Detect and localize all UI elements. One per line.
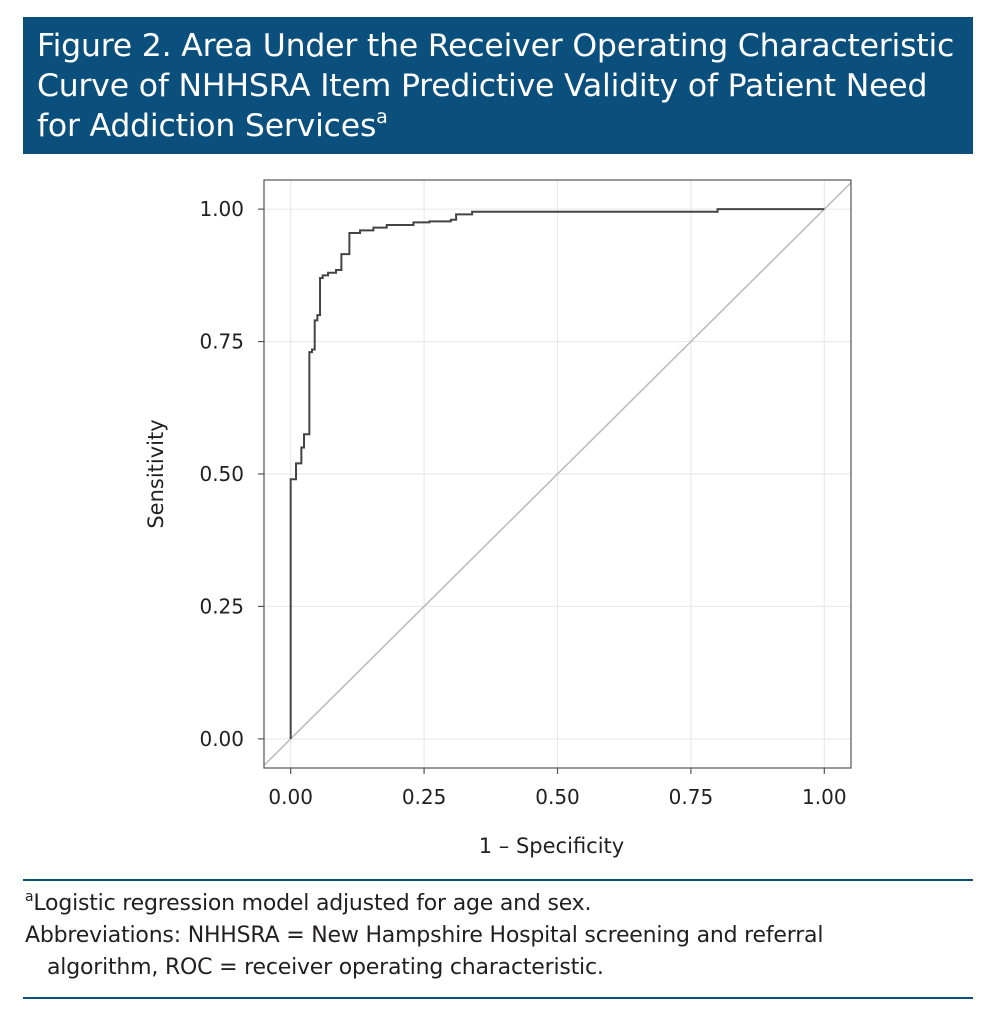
figure-title-text: Figure 2. Area Under the Receiver Operat…: [37, 28, 955, 144]
roc-chart: 0.00 0.25 0.50 0.75 1.00 0.00 0.25 0.50 0.75 1.00…: [144, 179, 852, 858]
footnote-top-rule: [23, 879, 973, 881]
y-tick-label-4: 1.00: [199, 197, 244, 221]
roc-curve-line: [289, 208, 825, 739]
y-tick-label-3: 0.75: [199, 330, 244, 354]
figure-title-banner: Figure 2. Area Under the Receiver Operat…: [23, 17, 973, 154]
y-tick-label-0: 0.00: [199, 727, 244, 751]
y-tick-label-2: 0.50: [199, 462, 244, 486]
x-tick-label-0: 0.00: [268, 785, 313, 809]
footnote-a-marker: a: [25, 889, 34, 905]
x-axis-title: 1 – Specificity: [479, 834, 624, 858]
y-tick-label-1: 0.25: [199, 594, 244, 618]
footnote-bottom-rule: [23, 997, 973, 999]
footnote-abbreviations-line1: Abbreviations: NHHSRA = New Hampshire Ho…: [25, 923, 824, 948]
x-tick-label-1: 0.25: [402, 785, 447, 809]
figure-title: Figure 2. Area Under the Receiver Operat…: [37, 26, 959, 146]
reference-diagonal-line: [264, 182, 851, 766]
footnote-abbreviations-line2: algorithm, ROC = receiver operating char…: [47, 955, 604, 980]
footnotes: aLogistic regression model adjusted for …: [25, 888, 970, 984]
x-tick-label-3: 0.75: [669, 785, 714, 809]
footnote-a-text: Logistic regression model adjusted for a…: [33, 891, 592, 916]
y-axis-title: Sensitivity: [144, 419, 168, 528]
x-tick-label-2: 0.50: [535, 785, 580, 809]
figure-title-footnote-marker: a: [376, 106, 388, 128]
footnote-a: aLogistic regression model adjusted for …: [25, 888, 970, 920]
x-tick-label-4: 1.00: [802, 785, 847, 809]
